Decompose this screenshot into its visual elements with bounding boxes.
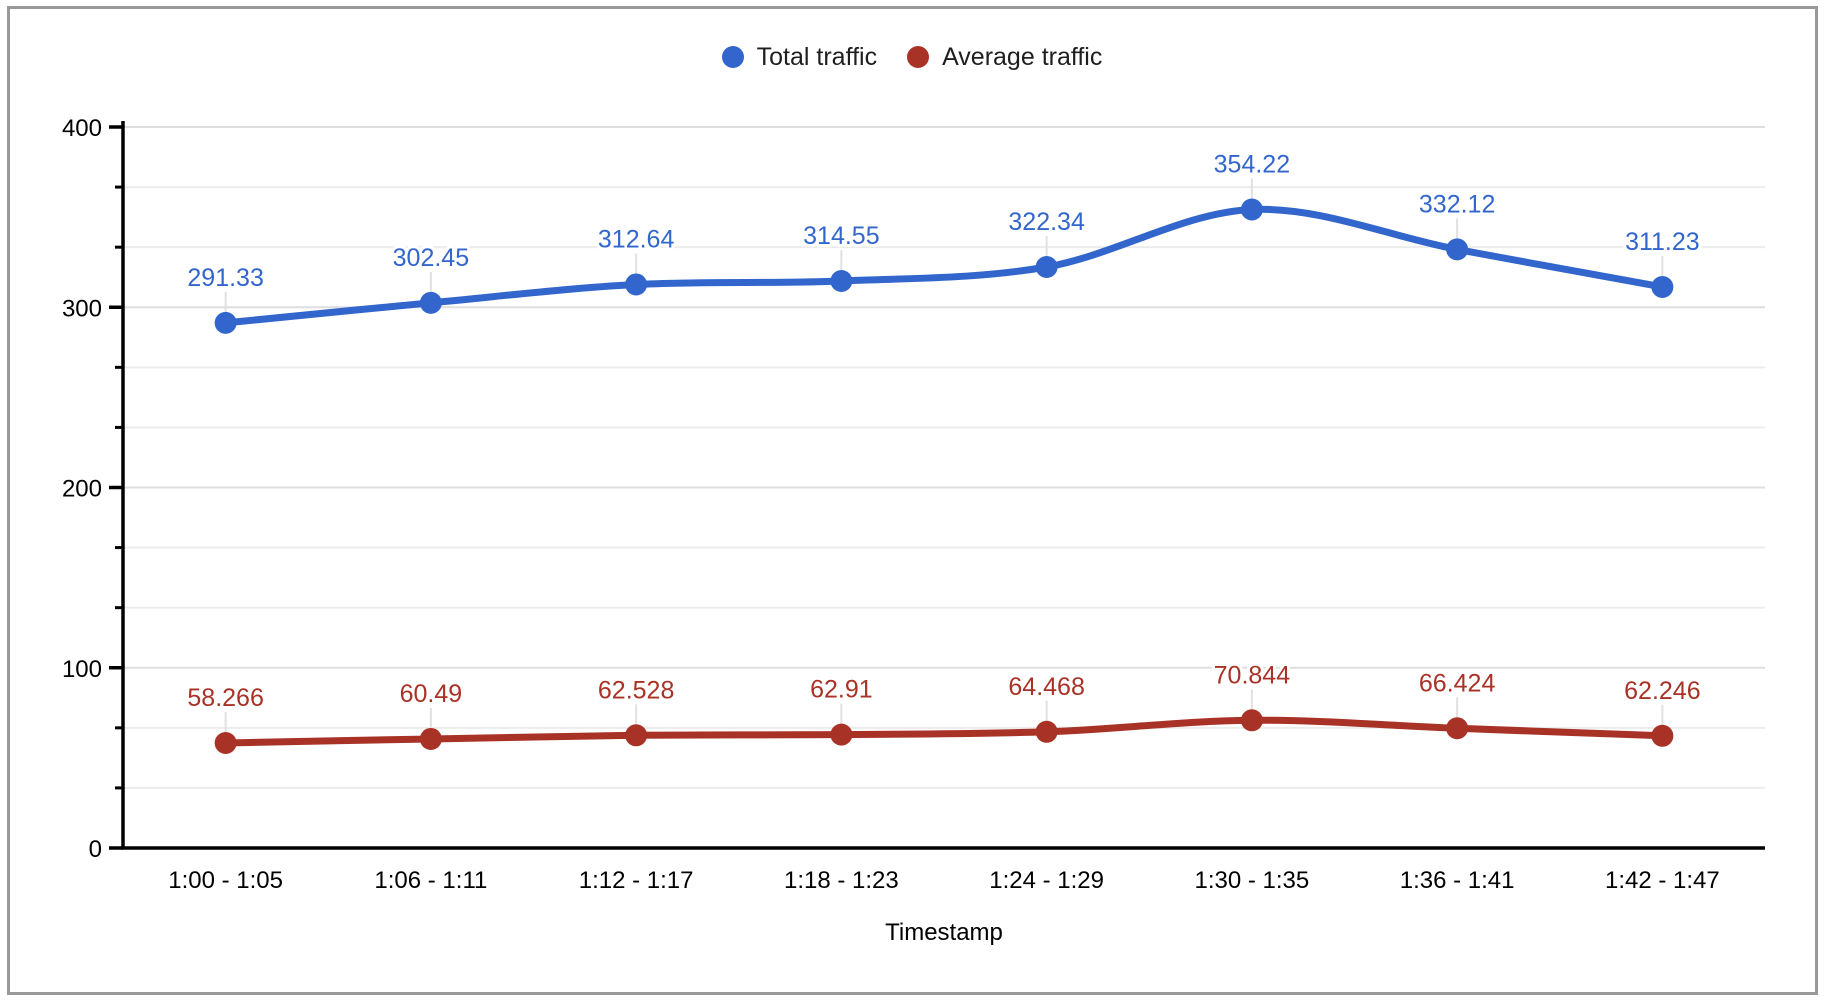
legend-label-total-traffic: Total traffic (756, 43, 878, 71)
data-point-total-traffic-1[interactable] (419, 291, 442, 314)
data-point-total-traffic-3[interactable] (830, 270, 853, 293)
data-label-total-traffic-5: 354.22 (1214, 151, 1290, 179)
legend-swatch-average-traffic-icon (907, 46, 930, 68)
data-point-total-traffic-2[interactable] (625, 273, 648, 296)
data-point-average-traffic-5[interactable] (1240, 709, 1263, 732)
data-label-total-traffic-4: 322.34 (1008, 208, 1085, 236)
x-axis-tick-label: 1:30 - 1:35 (1195, 867, 1310, 894)
legend-label-average-traffic: Average traffic (942, 43, 1103, 71)
series-total-traffic: 291.33 302.45 312.64 314.55 322.34 354.22 332.… (184, 148, 1703, 334)
x-axis-tick-label: 1:36 - 1:41 (1400, 867, 1515, 894)
data-label-average-traffic-3: 62.91 (810, 676, 873, 704)
legend-swatch-total-traffic-icon (721, 46, 744, 68)
data-point-total-traffic-6[interactable] (1446, 238, 1469, 261)
legend-item-total-traffic[interactable]: Total traffic (721, 43, 878, 71)
data-point-average-traffic-2[interactable] (625, 724, 648, 747)
data-label-average-traffic-7: 62.246 (1624, 677, 1700, 705)
data-point-average-traffic-4[interactable] (1035, 720, 1058, 743)
data-label-average-traffic-5: 70.844 (1214, 661, 1291, 689)
data-label-total-traffic-3: 314.55 (803, 222, 879, 250)
x-axis-tick-label: 1:00 - 1:05 (168, 867, 283, 894)
axes: 0 100 200 300 400 1:00 - 1:05 1:06 - 1:11 1:12 … (62, 115, 1765, 894)
x-axis-tick-label: 1:24 - 1:29 (989, 867, 1104, 894)
data-label-average-traffic-0: 58.266 (187, 684, 263, 712)
data-point-average-traffic-0[interactable] (214, 731, 237, 754)
data-label-average-traffic-6: 66.424 (1419, 669, 1496, 697)
data-label-total-traffic-7: 311.23 (1625, 228, 1700, 256)
data-label-average-traffic-4: 64.468 (1008, 673, 1084, 701)
series-layer: 291.33 302.45 312.64 314.55 322.34 354.22 332.… (184, 148, 1704, 754)
data-label-total-traffic-2: 312.64 (598, 225, 675, 253)
series-average-traffic: 58.266 60.49 62.528 62.91 64.468 70.844 66.424… (184, 658, 1704, 754)
data-point-average-traffic-3[interactable] (830, 723, 853, 746)
data-label-total-traffic-6: 332.12 (1419, 190, 1495, 218)
data-point-average-traffic-7[interactable] (1651, 724, 1674, 747)
series-line-average-traffic (222, 716, 1666, 747)
x-axis-tick-label: 1:18 - 1:23 (784, 867, 899, 894)
x-axis-tick-label: 1:42 - 1:47 (1605, 867, 1720, 894)
y-axis-tick-label: 200 (62, 476, 102, 503)
y-axis-tick-label: 300 (62, 295, 102, 322)
chart-legend: Total traffic Average traffic (0, 44, 1824, 70)
y-axis-tick-label: 100 (62, 656, 102, 683)
x-axis-tick-label: 1:06 - 1:11 (374, 867, 487, 894)
x-axis-title: Timestamp (885, 919, 1003, 946)
legend-item-average-traffic[interactable]: Average traffic (907, 44, 1102, 70)
y-axis-tick-label: 400 (62, 115, 102, 142)
x-axis-tick-label: 1:12 - 1:17 (579, 867, 694, 894)
data-point-total-traffic-0[interactable] (214, 311, 237, 334)
data-point-average-traffic-6[interactable] (1446, 717, 1469, 740)
data-label-average-traffic-2: 62.528 (598, 676, 674, 704)
y-axis-tick-label: 0 (89, 836, 102, 863)
data-label-total-traffic-0: 291.33 (187, 264, 263, 292)
data-label-average-traffic-1: 60.49 (400, 680, 463, 708)
data-point-total-traffic-7[interactable] (1651, 276, 1674, 299)
data-point-average-traffic-1[interactable] (419, 727, 442, 750)
data-point-total-traffic-4[interactable] (1035, 255, 1058, 278)
data-point-total-traffic-5[interactable] (1240, 198, 1263, 221)
data-label-total-traffic-1: 302.45 (393, 244, 469, 272)
series-line-total-traffic (222, 205, 1666, 327)
gridlines (123, 126, 1765, 789)
